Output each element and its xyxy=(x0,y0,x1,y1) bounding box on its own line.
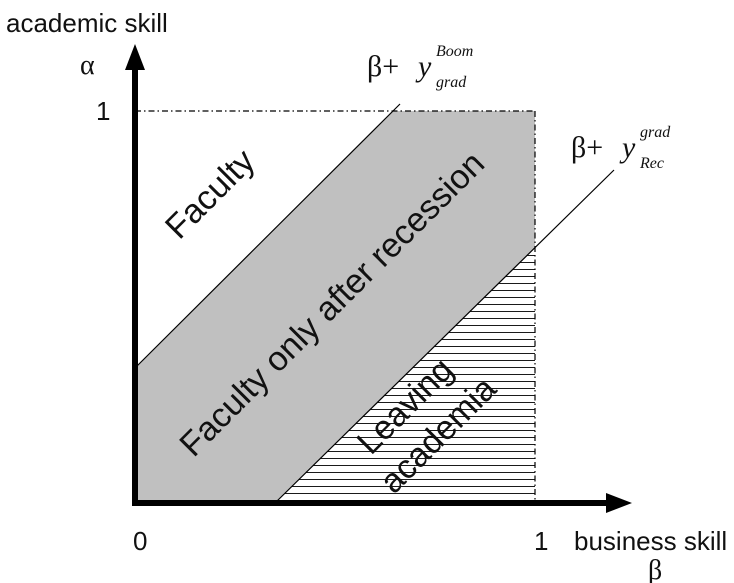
after-recession-region xyxy=(135,111,535,503)
faculty-region-label: Faculty xyxy=(158,142,262,246)
recession-threshold-line xyxy=(274,169,615,504)
origin-label: 0 xyxy=(133,526,147,556)
x-max-label: 1 xyxy=(534,526,548,556)
boom-threshold-line xyxy=(134,103,401,369)
x-axis-title: business skill xyxy=(574,526,727,556)
x-axis-symbol: β xyxy=(648,555,662,583)
svg-text:β+: β+ xyxy=(367,50,399,83)
svg-text:Rec: Rec xyxy=(639,155,664,172)
svg-text:y: y xyxy=(619,131,636,164)
svg-text:grad: grad xyxy=(640,124,671,141)
recession-line-label: β+ y grad Rec xyxy=(571,124,671,172)
y-axis-title: academic skill xyxy=(6,8,168,38)
svg-text:β+: β+ xyxy=(571,131,603,164)
svg-text:grad: grad xyxy=(436,74,467,91)
svg-text:Boom: Boom xyxy=(436,43,473,60)
boom-line-label: β+ y Boom grad xyxy=(367,43,473,91)
x-axis-arrowhead xyxy=(606,493,632,513)
y-axis-symbol: α xyxy=(80,50,95,81)
y-max-label: 1 xyxy=(96,96,110,126)
svg-text:y: y xyxy=(415,50,432,83)
y-axis-arrowhead xyxy=(125,44,145,70)
